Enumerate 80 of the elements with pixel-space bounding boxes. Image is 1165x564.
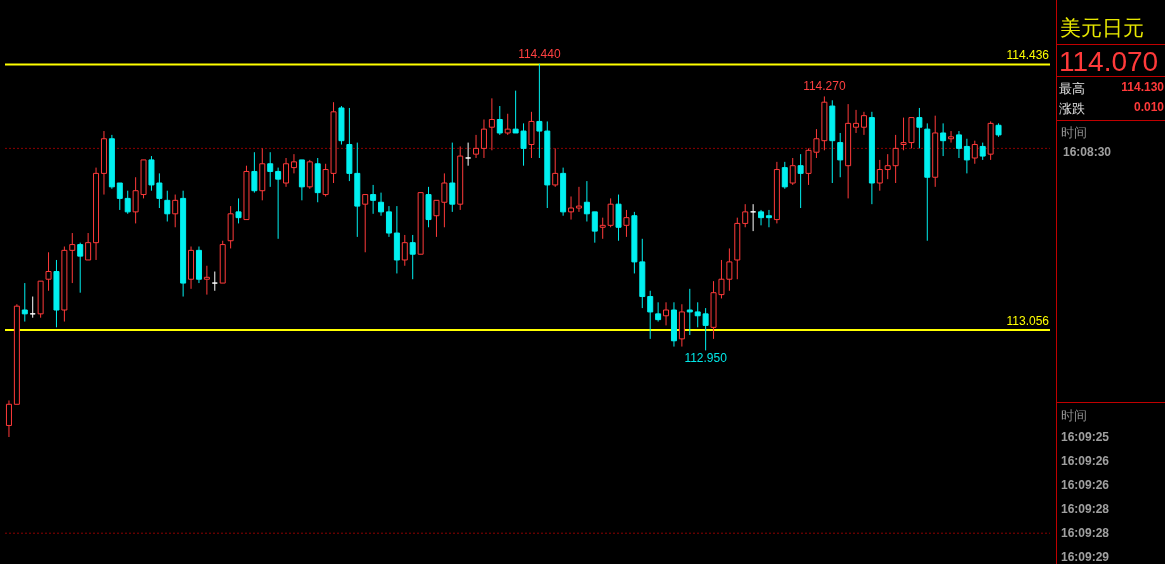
candlestick <box>449 142 456 213</box>
candlestick <box>409 234 416 280</box>
candlestick <box>211 271 218 292</box>
candlestick <box>77 242 84 294</box>
text: 16:09:26 <box>1061 454 1110 468</box>
candlestick <box>362 194 369 253</box>
candlestick <box>164 190 171 222</box>
candlestick <box>663 301 670 326</box>
candlestick <box>758 209 765 226</box>
annotation: 114.270 <box>803 79 846 94</box>
candlestick <box>583 180 590 222</box>
candlestick <box>203 265 210 296</box>
candlestick <box>655 301 662 323</box>
candlestick <box>116 182 123 211</box>
candlestick <box>552 147 559 188</box>
text: 16:08:30 <box>1063 145 1112 159</box>
annotation: 114.440 <box>518 46 561 61</box>
text: 美元日元 <box>1060 15 1144 41</box>
candlestick <box>29 296 36 319</box>
candlestick <box>124 190 131 215</box>
candlestick <box>290 153 297 174</box>
ref-line-label: 113.056 <box>1006 314 1050 329</box>
candlestick <box>480 119 487 159</box>
candlestick <box>496 105 503 136</box>
candlestick <box>797 153 804 209</box>
text: 时间 <box>1061 124 1087 142</box>
candlestick <box>789 157 796 186</box>
candlestick <box>750 203 757 232</box>
candlestick <box>686 288 693 336</box>
text: 16:09:28 <box>1061 502 1110 516</box>
candlestick <box>623 209 630 238</box>
candlestick <box>504 113 511 136</box>
candlestick <box>647 290 654 340</box>
text: 涨跌 <box>1059 100 1085 118</box>
ref-line-label: 114.436 <box>1006 48 1050 63</box>
text: 114.070 <box>1059 46 1159 78</box>
candlestick <box>275 167 282 240</box>
candlestick <box>251 151 258 194</box>
candlestick <box>575 186 582 213</box>
candlestick <box>955 130 962 159</box>
text: 114.130 <box>1121 80 1164 94</box>
text: 16:09:28 <box>1061 526 1110 540</box>
candlestick <box>528 111 535 159</box>
candlestick <box>172 194 179 228</box>
candlestick <box>971 140 978 165</box>
candlestick <box>21 282 28 323</box>
candlestick <box>568 195 575 221</box>
text: 最高 <box>1059 80 1085 98</box>
candlestick <box>85 232 92 261</box>
candlestick <box>378 192 385 217</box>
text: 16:09:29 <box>1061 550 1110 564</box>
candlestick <box>235 197 242 224</box>
candlestick <box>876 159 883 192</box>
candlestick <box>473 134 480 159</box>
candlestick <box>401 234 408 267</box>
candlestick <box>916 107 923 149</box>
candlestick <box>465 142 472 167</box>
candlestick <box>385 205 392 238</box>
candlestick <box>488 97 495 151</box>
candlestick <box>5 399 12 438</box>
candlestick <box>781 161 788 190</box>
candlestick <box>615 194 622 242</box>
annotation: 112.950 <box>684 351 728 366</box>
candlestick <box>370 184 377 215</box>
text: 16:09:26 <box>1061 478 1110 492</box>
candlestick <box>948 130 955 144</box>
candlestick <box>283 157 290 188</box>
candlestick <box>940 122 947 157</box>
candlestick <box>860 111 867 136</box>
text: 16:09:25 <box>1061 430 1110 444</box>
candlestick <box>765 209 772 228</box>
candlestick <box>45 251 52 292</box>
text: 时间 <box>1061 407 1087 425</box>
candlestick <box>963 138 970 174</box>
candlestick <box>853 109 860 134</box>
candlestick <box>591 211 598 244</box>
candlestick <box>837 132 844 178</box>
candlestick <box>267 151 274 188</box>
candlestick <box>742 203 749 228</box>
text: 0.010 <box>1133 100 1164 114</box>
